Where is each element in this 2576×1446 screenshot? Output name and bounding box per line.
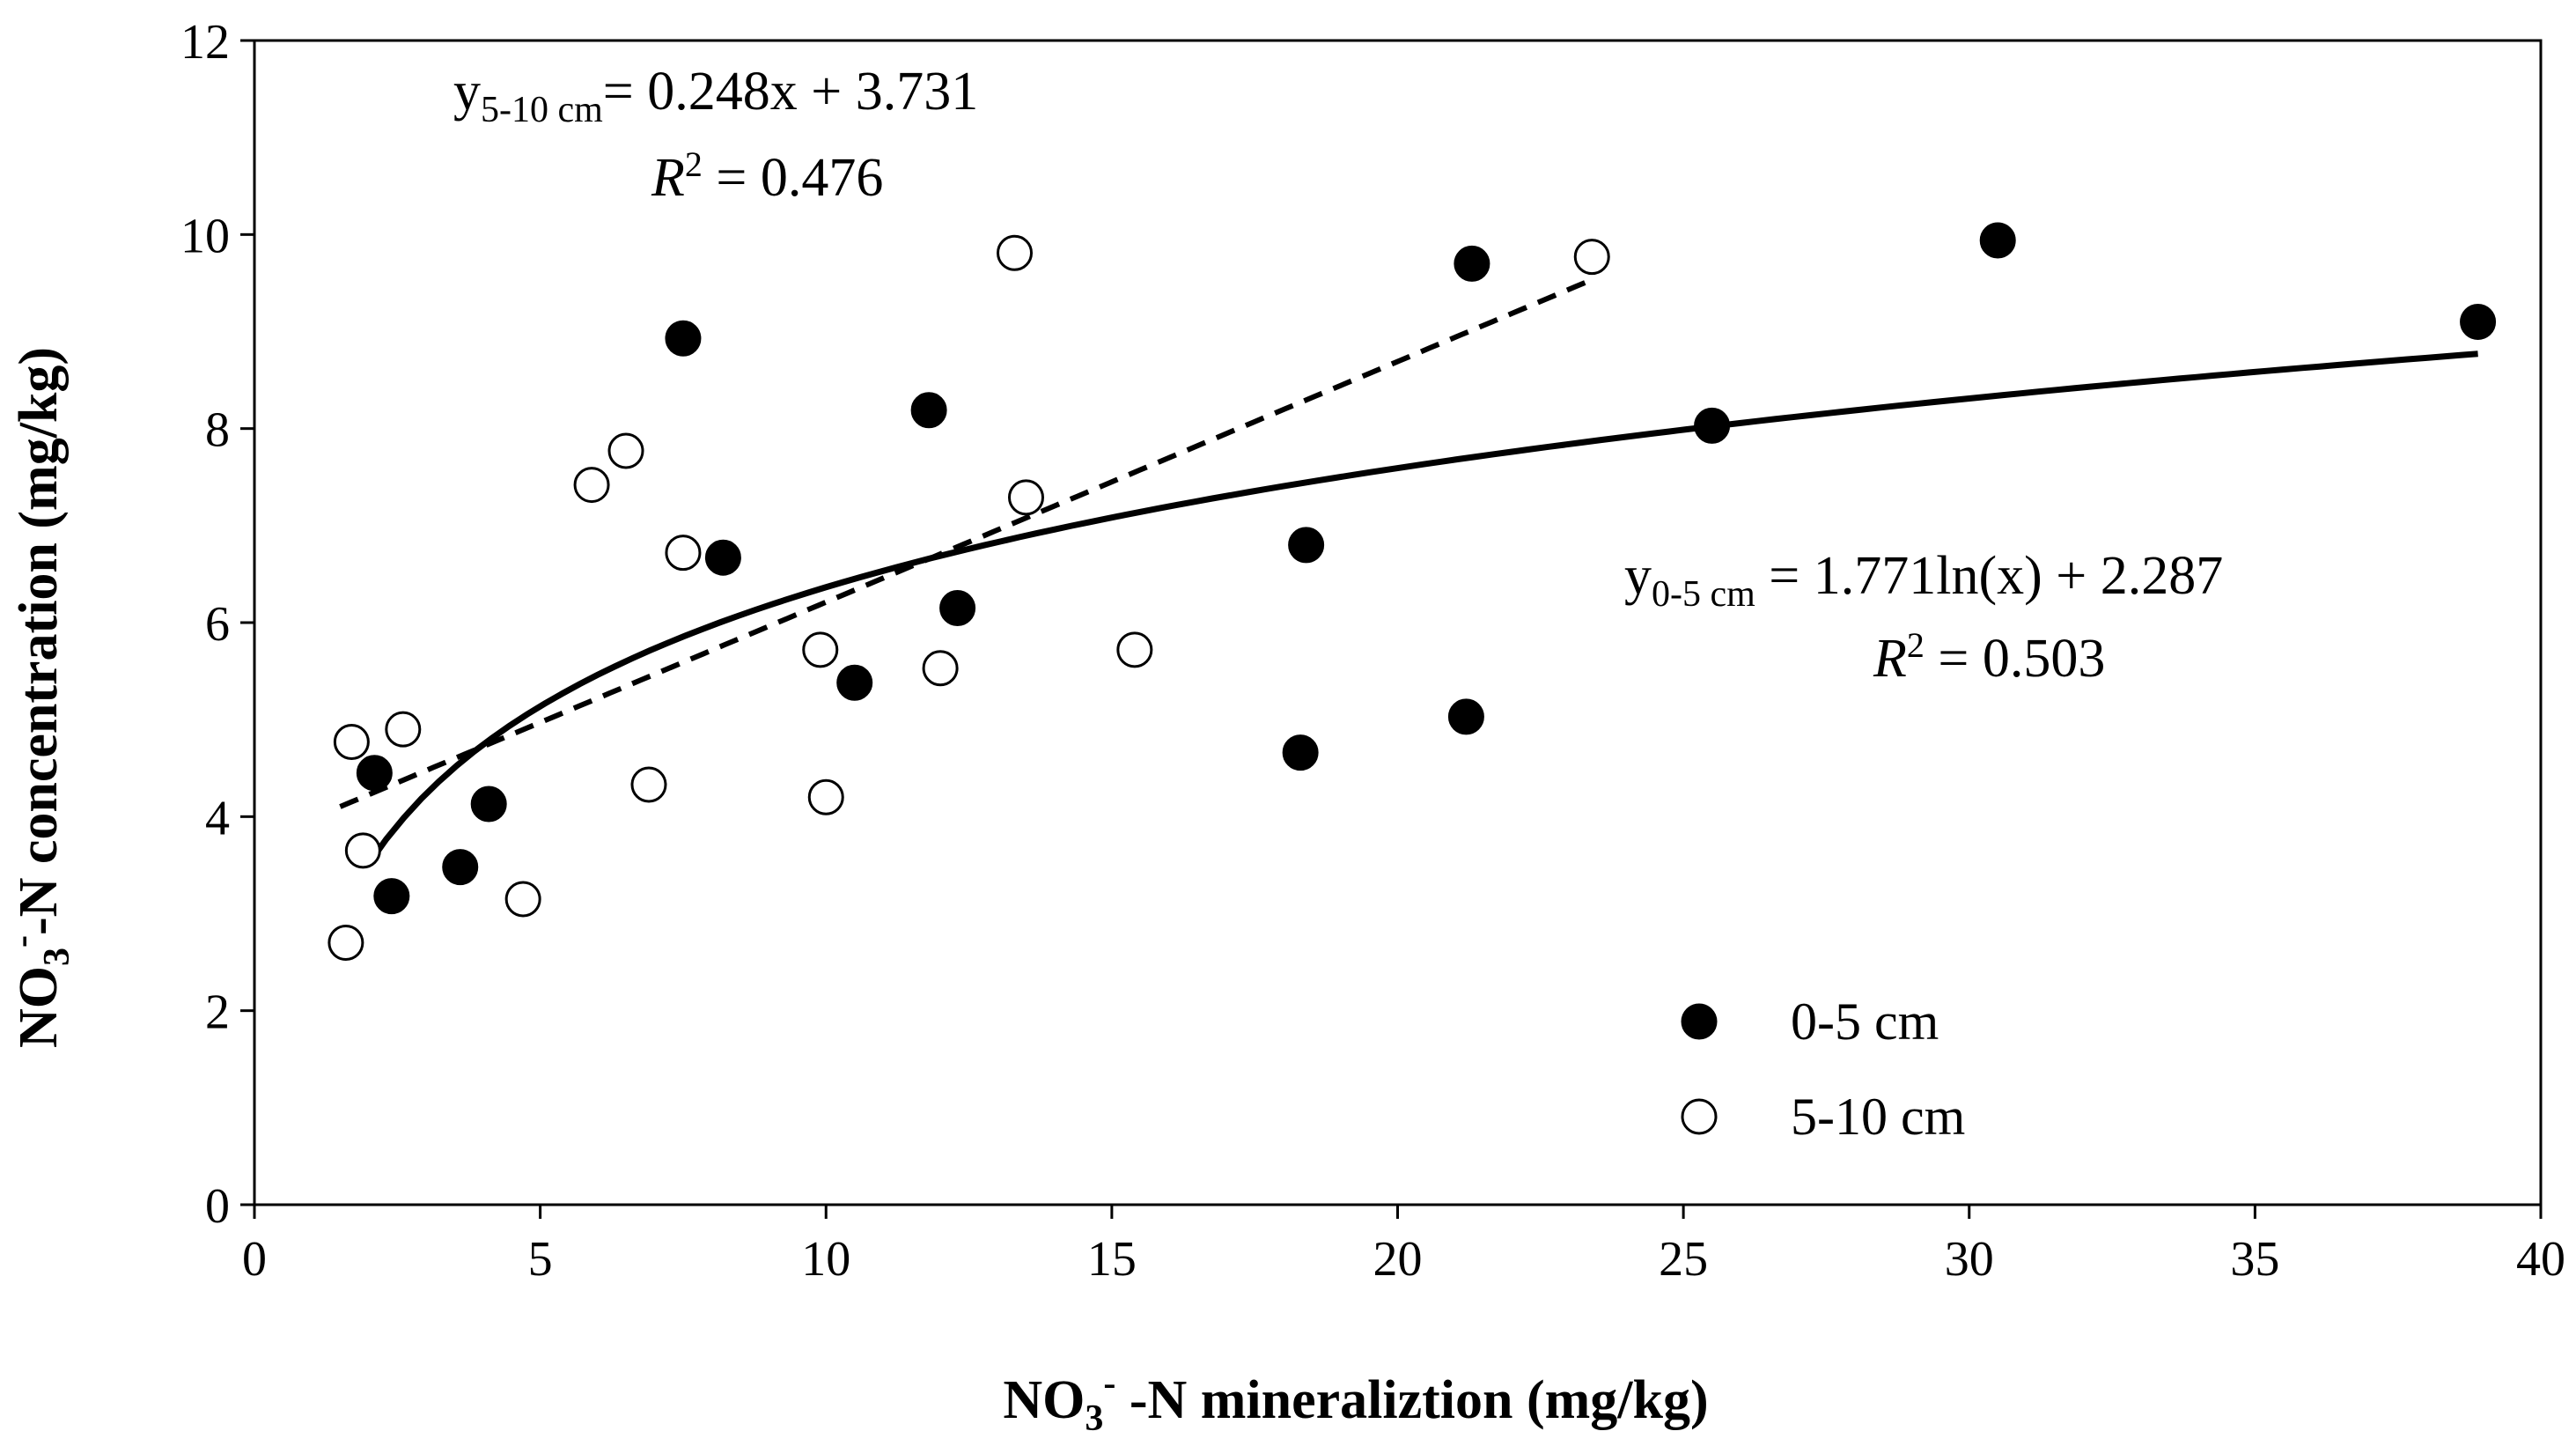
y-tick-label: 12	[180, 15, 230, 70]
data-point-5-10cm	[630, 766, 667, 803]
data-point-5-10cm	[665, 535, 702, 572]
data-point-5-10cm	[573, 467, 610, 504]
data-point-0-5cm	[665, 320, 702, 357]
legend: 0-5 cm 5-10 cm	[1681, 992, 1965, 1146]
axes	[253, 39, 2543, 1206]
data-point-0-5cm	[910, 392, 947, 429]
data-point-5-10cm	[344, 832, 381, 869]
data-point-5-10cm	[333, 724, 370, 761]
y-tick-label: 4	[205, 791, 230, 845]
data-point-0-5cm	[1288, 527, 1325, 564]
data-point-5-10cm	[504, 881, 541, 918]
data-point-0-5cm	[704, 539, 741, 576]
legend-marker-5-10cm	[1681, 1098, 1718, 1135]
data-point-0-5cm	[373, 878, 410, 915]
data-point-0-5cm	[1979, 222, 2016, 259]
legend-marker-0-5cm	[1681, 1003, 1718, 1040]
data-point-0-5cm	[1694, 407, 1731, 444]
data-point-5-10cm	[385, 711, 422, 748]
x-axis-title: NO3- -N mineraliztion (mg/kg)	[1003, 1363, 1708, 1439]
r-squared-5-10cm: R2 = 0.476	[651, 144, 883, 208]
equation-0-5cm: y0-5 cm = 1.771ln(x) + 2.287	[1624, 546, 2223, 615]
y-tick-label: 2	[205, 985, 230, 1040]
data-point-5-10cm	[802, 631, 839, 668]
x-tick-label: 30	[1945, 1232, 1994, 1287]
data-point-0-5cm	[356, 755, 393, 792]
data-point-5-10cm	[1007, 479, 1044, 516]
data-point-5-10cm	[607, 432, 644, 469]
data-point-0-5cm	[442, 849, 479, 886]
x-tick-label: 10	[801, 1232, 850, 1287]
y-axis-ticks: 0 2 4 6 8 10 12	[180, 15, 254, 1234]
data-point-5-10cm	[328, 925, 364, 962]
data-point-0-5cm	[2460, 303, 2497, 340]
plot-frame	[253, 39, 2543, 1206]
x-tick-label: 40	[2516, 1232, 2565, 1287]
y-tick-label: 6	[205, 597, 230, 652]
data-point-0-5cm	[939, 589, 976, 626]
x-tick-label: 15	[1087, 1232, 1137, 1287]
data-point-5-10cm	[807, 778, 844, 815]
x-tick-label: 0	[242, 1232, 267, 1287]
data-point-5-10cm	[997, 234, 1034, 271]
data-point-0-5cm	[1447, 698, 1484, 735]
data-point-0-5cm	[470, 786, 507, 823]
x-tick-label: 5	[528, 1232, 553, 1287]
data-points	[328, 222, 2497, 962]
data-point-0-5cm	[1282, 734, 1319, 771]
trendline-5-10cm	[339, 279, 1587, 809]
x-tick-label: 25	[1659, 1232, 1708, 1287]
trendline-0-5cm	[366, 350, 2478, 866]
data-point-0-5cm	[1454, 245, 1490, 282]
data-point-5-10cm	[1116, 631, 1153, 668]
equation-5-10cm: y5-10 cm= 0.248x + 3.731	[453, 62, 978, 130]
legend-label-5-10cm: 5-10 cm	[1791, 1088, 1965, 1146]
data-point-0-5cm	[836, 664, 873, 701]
y-axis-title: NO3--N concentration (mg/kg)	[2, 347, 77, 1048]
x-tick-label: 35	[2230, 1232, 2279, 1287]
trendlines	[339, 279, 2478, 866]
y-tick-label: 0	[205, 1179, 230, 1234]
data-point-5-10cm	[922, 650, 959, 687]
data-point-5-10cm	[1573, 239, 1610, 276]
x-tick-label: 20	[1373, 1232, 1423, 1287]
y-tick-label: 8	[205, 403, 230, 458]
x-axis-ticks: 0 5 10 15 20 25 30 35 40	[242, 1205, 2565, 1287]
y-tick-label: 10	[180, 209, 230, 263]
legend-label-0-5cm: 0-5 cm	[1791, 992, 1939, 1051]
r-squared-0-5cm: R2 = 0.503	[1873, 625, 2105, 689]
